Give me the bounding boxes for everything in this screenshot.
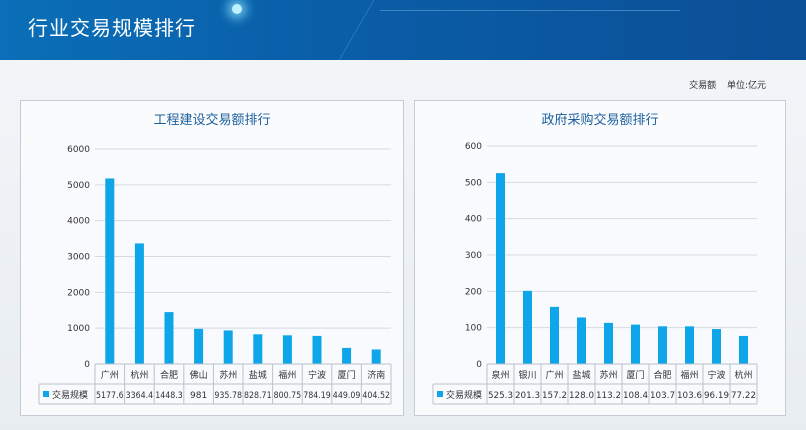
chart-panel-procurement: 政府采购交易额排行 0 100 200 300 400 500 600 交易规模 泉州 525.3… xyxy=(414,100,786,416)
x-tick-label: 广州 xyxy=(101,369,119,381)
x-tick-label: 福州 xyxy=(278,369,296,381)
x-tick-label: 宁波 xyxy=(308,369,326,381)
bar xyxy=(312,335,322,364)
legend-swatch xyxy=(437,391,443,397)
bar xyxy=(194,328,204,364)
bar xyxy=(712,329,721,364)
x-tick-label: 盐城 xyxy=(249,369,267,381)
data-value-label: 935.78 xyxy=(214,391,242,401)
data-value-label: 449.09 xyxy=(333,391,361,401)
y-tick-label: 5000 xyxy=(67,181,90,191)
glow-decoration xyxy=(232,4,242,14)
data-value-label: 77.22 xyxy=(731,391,756,401)
y-tick-label: 4000 xyxy=(67,217,90,227)
x-tick-label: 盐城 xyxy=(572,369,590,381)
chart-title: 工程建设交易额排行 xyxy=(153,113,271,128)
bar xyxy=(371,349,381,364)
y-tick-label: 200 xyxy=(465,287,482,297)
unit-label: 单位:亿元 xyxy=(726,81,766,91)
legend-label: 交易规模 xyxy=(52,389,88,401)
x-tick-label: 银川 xyxy=(518,369,536,381)
x-tick-label: 济南 xyxy=(367,369,385,381)
bar xyxy=(577,317,586,364)
x-tick-label: 杭州 xyxy=(734,369,752,381)
x-tick-label: 苏州 xyxy=(219,369,237,381)
data-value-label: 3364.4 xyxy=(126,391,154,401)
bar xyxy=(550,306,559,364)
y-tick-label: 300 xyxy=(465,251,482,261)
bar xyxy=(739,335,748,364)
x-tick-label: 合肥 xyxy=(160,369,178,381)
data-value-label: 201.3 xyxy=(515,391,540,401)
x-tick-label: 苏州 xyxy=(599,369,617,381)
data-value-label: 128.0 xyxy=(569,391,594,401)
bar xyxy=(134,243,144,364)
bar xyxy=(282,335,292,364)
legend-swatch xyxy=(43,391,49,397)
bar xyxy=(223,330,233,364)
data-value-label: 404.52 xyxy=(362,391,390,401)
y-tick-label: 0 xyxy=(476,360,482,370)
bar xyxy=(342,347,352,364)
data-value-label: 800.75 xyxy=(274,391,302,401)
x-tick-label: 合肥 xyxy=(653,369,671,381)
y-tick-label: 100 xyxy=(465,324,482,334)
x-tick-label: 宁波 xyxy=(707,369,725,381)
data-value-label: 103.7 xyxy=(650,391,675,401)
bar xyxy=(523,290,532,364)
x-tick-label: 厦门 xyxy=(338,369,356,381)
data-value-label: 784.19 xyxy=(303,391,331,401)
x-tick-label: 杭州 xyxy=(130,369,148,381)
y-tick-label: 1000 xyxy=(67,324,90,334)
bar xyxy=(631,324,640,364)
x-tick-label: 厦门 xyxy=(626,369,644,381)
unit-metric: 交易额 xyxy=(689,81,717,91)
y-tick-label: 0 xyxy=(84,360,90,370)
data-value-label: 108.4 xyxy=(623,391,648,401)
bar xyxy=(253,334,263,364)
bar-chart-construction: 0 1000 2000 3000 4000 5000 6000 交易规模 广州 5177.6 杭州 3… xyxy=(38,145,392,405)
data-value-label: 157.2 xyxy=(542,391,567,401)
x-tick-label: 泉州 xyxy=(491,369,509,381)
bar xyxy=(685,326,694,364)
data-value-label: 981 xyxy=(190,391,207,401)
bar xyxy=(105,178,115,364)
unit-note: 交易额 单位:亿元 xyxy=(689,78,766,91)
chart-panel-construction: 工程建设交易额排行 0 1000 2000 3000 4000 5000 6000 交易规模 广… xyxy=(20,100,404,416)
y-tick-label: 500 xyxy=(465,178,482,188)
data-value-label: 5177.6 xyxy=(96,391,124,401)
x-tick-label: 佛山 xyxy=(190,369,208,381)
bar xyxy=(658,326,667,364)
data-value-label: 96.19 xyxy=(704,391,729,401)
page-title: 行业交易规模排行 xyxy=(28,16,196,40)
header-banner: 行业交易规模排行 xyxy=(0,0,806,60)
bar xyxy=(164,312,174,364)
x-tick-label: 福州 xyxy=(680,369,698,381)
data-value-label: 828.71 xyxy=(244,391,272,401)
bar xyxy=(604,322,613,364)
data-value-label: 113.2 xyxy=(596,391,621,401)
y-tick-label: 600 xyxy=(465,142,482,152)
data-value-label: 103.6 xyxy=(677,391,702,401)
legend-label: 交易规模 xyxy=(446,389,482,401)
chart-title: 政府采购交易额排行 xyxy=(541,113,659,128)
y-tick-label: 400 xyxy=(465,215,482,225)
data-value-label: 1448.3 xyxy=(155,391,183,401)
data-value-label: 525.3 xyxy=(488,391,513,401)
x-tick-label: 广州 xyxy=(545,369,563,381)
y-tick-label: 6000 xyxy=(67,145,90,155)
bar xyxy=(496,173,505,364)
y-tick-label: 3000 xyxy=(67,253,90,263)
y-tick-label: 2000 xyxy=(67,288,90,298)
